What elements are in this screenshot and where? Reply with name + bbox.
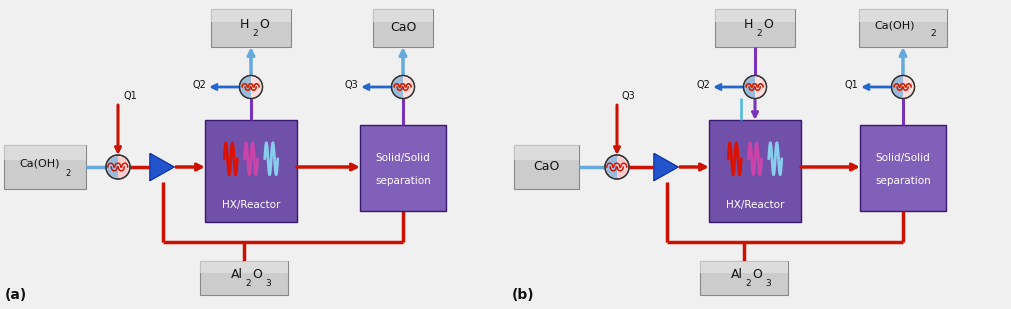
Text: Q2: Q2 — [697, 80, 710, 90]
Bar — [860, 125, 946, 211]
Bar — [861, 126, 947, 212]
Text: H: H — [743, 19, 752, 32]
Bar — [205, 120, 297, 222]
Wedge shape — [744, 76, 755, 98]
Text: CaO: CaO — [534, 160, 560, 173]
Text: Solid/Solid: Solid/Solid — [876, 153, 930, 163]
Circle shape — [106, 155, 130, 179]
Bar — [361, 126, 447, 212]
Bar — [860, 10, 948, 48]
Bar — [514, 145, 579, 189]
Text: 2: 2 — [246, 278, 251, 287]
Bar — [716, 10, 797, 48]
Text: O: O — [259, 19, 269, 32]
Bar — [702, 262, 790, 296]
Wedge shape — [118, 156, 129, 178]
Text: separation: separation — [375, 176, 431, 186]
Text: CaO: CaO — [390, 22, 417, 35]
Text: Q1: Q1 — [123, 91, 136, 101]
Text: 2: 2 — [66, 168, 71, 177]
Text: 2: 2 — [930, 29, 936, 39]
Bar — [700, 261, 788, 295]
Bar — [373, 9, 433, 22]
Wedge shape — [617, 156, 628, 178]
Bar — [4, 145, 86, 160]
Text: Ca(OH): Ca(OH) — [20, 159, 61, 169]
Wedge shape — [251, 76, 262, 98]
Circle shape — [743, 75, 766, 99]
Text: Solid/Solid: Solid/Solid — [376, 153, 431, 163]
Bar — [859, 9, 947, 47]
Bar — [516, 146, 580, 190]
Text: 2: 2 — [756, 29, 762, 39]
Circle shape — [391, 75, 415, 99]
Text: separation: separation — [876, 176, 931, 186]
Bar — [715, 9, 795, 47]
Wedge shape — [903, 76, 914, 98]
Polygon shape — [150, 154, 174, 180]
Circle shape — [605, 155, 629, 179]
Bar — [206, 121, 298, 223]
Text: O: O — [752, 269, 762, 281]
Text: H: H — [240, 19, 249, 32]
Bar — [200, 261, 288, 295]
Text: Q3: Q3 — [345, 80, 358, 90]
Wedge shape — [755, 76, 765, 98]
Bar — [5, 146, 87, 190]
Bar — [373, 9, 433, 47]
Text: O: O — [252, 269, 262, 281]
Text: (b): (b) — [512, 288, 535, 302]
Bar — [360, 125, 446, 211]
Bar — [200, 261, 288, 273]
Circle shape — [240, 75, 263, 99]
Text: HX/Reactor: HX/Reactor — [726, 200, 785, 210]
Bar — [212, 10, 292, 48]
Bar — [700, 261, 788, 273]
Wedge shape — [893, 76, 903, 98]
Bar — [859, 9, 947, 22]
Text: O: O — [763, 19, 773, 32]
Wedge shape — [107, 156, 118, 178]
Polygon shape — [654, 154, 678, 180]
Text: 2: 2 — [745, 278, 751, 287]
Wedge shape — [392, 76, 403, 98]
Text: 2: 2 — [252, 29, 258, 39]
Text: Ca(OH): Ca(OH) — [875, 20, 915, 30]
Text: HX/Reactor: HX/Reactor — [221, 200, 280, 210]
Text: Q2: Q2 — [192, 80, 206, 90]
Bar — [211, 9, 291, 22]
Text: 3: 3 — [765, 278, 770, 287]
Circle shape — [892, 75, 915, 99]
Bar — [4, 145, 86, 189]
Text: Al: Al — [231, 269, 243, 281]
Wedge shape — [606, 156, 617, 178]
Text: Q3: Q3 — [622, 91, 636, 101]
Text: (a): (a) — [5, 288, 27, 302]
Bar — [514, 145, 579, 160]
Wedge shape — [241, 76, 251, 98]
Text: 3: 3 — [265, 278, 271, 287]
Bar — [709, 120, 801, 222]
Bar — [201, 262, 289, 296]
Bar — [715, 9, 795, 22]
Bar — [710, 121, 802, 223]
Text: Al: Al — [731, 269, 743, 281]
Bar — [211, 9, 291, 47]
Text: Q1: Q1 — [844, 80, 858, 90]
Bar — [374, 10, 434, 48]
Wedge shape — [403, 76, 413, 98]
